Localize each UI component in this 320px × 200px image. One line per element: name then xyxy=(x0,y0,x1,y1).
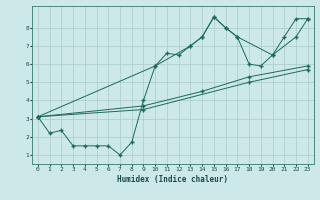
X-axis label: Humidex (Indice chaleur): Humidex (Indice chaleur) xyxy=(117,175,228,184)
